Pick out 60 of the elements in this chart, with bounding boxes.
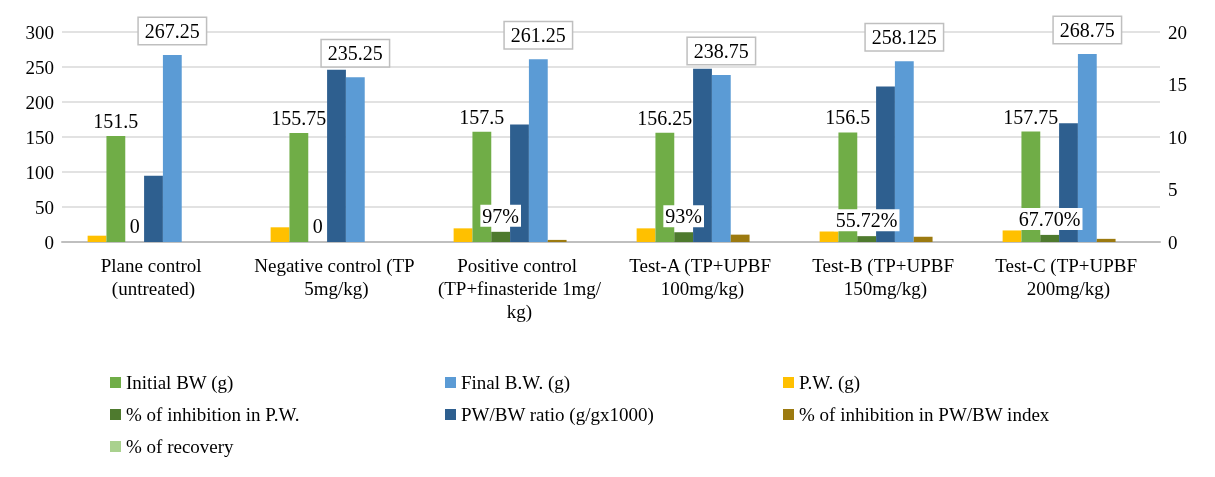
legend-label: P.W. (g)	[799, 372, 861, 394]
data-label: 97%	[482, 204, 520, 227]
y2-tick-label: 10	[1168, 126, 1187, 148]
x-tick-label: Positive control (TP+finasteride 1mg/kg)	[437, 255, 602, 323]
bar	[1096, 238, 1116, 242]
legend-label: Initial BW (g)	[126, 372, 234, 394]
bar	[87, 235, 107, 242]
bar	[674, 232, 694, 242]
data-label: 155.75	[271, 106, 327, 129]
legend-label: % of inhibition in P.W.	[126, 404, 300, 425]
legend-label: % of inhibition in PW/BW index	[799, 404, 1050, 425]
data-label: 238.75	[693, 39, 749, 62]
bar	[1040, 234, 1060, 242]
data-label: 258.125	[871, 26, 937, 49]
y-tick-label: 250	[25, 56, 54, 78]
data-label: 157.5	[459, 105, 505, 128]
bar	[491, 231, 511, 242]
data-label: 267.25	[144, 19, 200, 42]
bar	[819, 231, 839, 242]
y2-tick-label: 5	[1168, 179, 1178, 200]
y-tick-label: 100	[25, 161, 54, 183]
bar	[730, 234, 750, 242]
y-tick-label: 50	[35, 196, 54, 218]
bar	[106, 135, 126, 242]
legend-label: Final B.W. (g)	[461, 372, 571, 394]
y2-tick-label: 0	[1168, 231, 1178, 253]
data-label: 157.75	[1003, 105, 1059, 128]
y-tick-label: 300	[25, 21, 54, 43]
bar	[270, 227, 290, 242]
bar	[1002, 230, 1022, 242]
bar	[547, 239, 567, 242]
data-label: 0	[312, 215, 323, 237]
data-label: 67.70%	[1018, 207, 1081, 230]
x-tick-label: Plane control (untreated)	[100, 255, 207, 300]
data-label: 268.75	[1059, 18, 1115, 41]
legend-label: PW/BW ratio (g/gx1000)	[461, 404, 654, 426]
data-label: 156.5	[825, 106, 871, 129]
data-label: 93%	[665, 205, 703, 228]
y2-tick-label: 20	[1168, 21, 1187, 43]
x-tick-label: Test-C (TP+UPBF 200mg/kg)	[995, 255, 1142, 300]
y-tick-label: 200	[25, 91, 54, 113]
data-label: 156.25	[637, 106, 693, 129]
y-tick-label: 150	[25, 126, 54, 148]
bar	[289, 132, 309, 242]
bar	[453, 228, 473, 242]
x-tick-label: Negative control (TP 5mg/kg)	[254, 255, 419, 300]
bar	[636, 228, 656, 242]
data-label: 261.25	[510, 24, 566, 47]
y-tick-label: 0	[44, 231, 54, 253]
data-label: 151.5	[93, 109, 139, 132]
x-tick-label: Test-B (TP+UPBF 150mg/kg)	[812, 255, 959, 300]
y2-tick-label: 15	[1168, 74, 1187, 95]
bar	[857, 236, 877, 242]
data-label: 0	[129, 215, 140, 237]
bar	[162, 54, 182, 242]
data-label: 235.25	[327, 42, 383, 65]
bar	[913, 236, 933, 242]
legend-label: % of recovery	[126, 436, 235, 457]
x-tick-label: Test-A (TP+UPBF 100mg/kg)	[629, 255, 776, 300]
data-label: 55.72%	[835, 209, 898, 232]
